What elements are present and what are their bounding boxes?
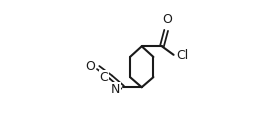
Text: O: O	[86, 60, 95, 73]
Text: C: C	[100, 71, 108, 84]
Text: O: O	[162, 13, 172, 26]
Text: N: N	[111, 83, 120, 95]
Text: Cl: Cl	[176, 49, 188, 62]
